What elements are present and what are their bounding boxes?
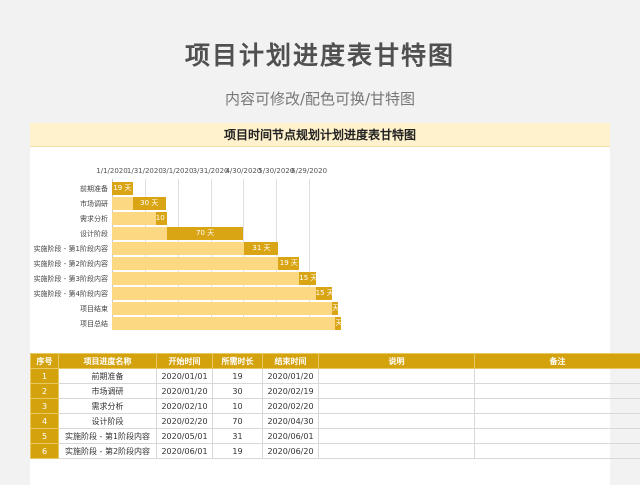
table-cell[interactable]: 19 bbox=[212, 368, 263, 384]
row-index-cell[interactable]: 6 bbox=[30, 443, 59, 459]
table-cell[interactable]: 31 bbox=[212, 428, 263, 444]
table-cell[interactable] bbox=[318, 428, 475, 444]
table-cell[interactable]: 2020/01/20 bbox=[156, 383, 213, 399]
row-index-cell[interactable]: 1 bbox=[30, 368, 59, 384]
x-tick-label: 4/30/2020 bbox=[225, 167, 262, 175]
table-cell[interactable]: 2020/06/01 bbox=[156, 443, 213, 459]
table-cell[interactable]: 市场调研 bbox=[58, 383, 157, 399]
task-label: 项目总结 bbox=[80, 319, 108, 328]
gantt-offset-bar bbox=[112, 302, 333, 315]
gantt-offset-bar bbox=[112, 272, 300, 285]
page-title: 项目计划进度表甘特图 bbox=[184, 41, 455, 70]
table-cell[interactable]: 2020/02/19 bbox=[262, 383, 319, 399]
table-cell[interactable]: 30 bbox=[212, 383, 263, 399]
table-cell[interactable]: 设计阶段 bbox=[58, 413, 157, 429]
gantt-duration-bar: 31 天 bbox=[244, 242, 279, 255]
gantt-offset-bar bbox=[112, 317, 336, 330]
table-row: 1 前期准备 2020/01/01 19 2020/01/20 bbox=[30, 368, 640, 384]
gantt-duration-bar: 天 bbox=[332, 302, 339, 315]
spreadsheet: 项目时间节点规划计划进度表甘特图 1/1/2020 1/31/2020 3/1/20… bbox=[30, 123, 640, 485]
table-row: 2 市场调研 2020/01/20 30 2020/02/19 bbox=[30, 383, 640, 399]
gantt-offset-bar bbox=[112, 197, 133, 210]
table-cell[interactable]: 70 bbox=[212, 413, 263, 429]
x-tick-label: 3/1/2020 bbox=[161, 167, 194, 175]
row-index-cell[interactable]: 5 bbox=[30, 428, 59, 444]
table-cell[interactable]: 2020/01/01 bbox=[156, 368, 213, 384]
task-label: 项目结束 bbox=[80, 304, 108, 313]
table-cell[interactable] bbox=[474, 413, 640, 429]
gantt-duration-bar: 15 天 bbox=[315, 287, 333, 300]
table-cell[interactable] bbox=[474, 398, 640, 414]
gantt-offset-bar bbox=[112, 287, 316, 300]
gantt-offset-bar bbox=[112, 257, 279, 270]
table-cell[interactable]: 实施阶段 - 第2阶段内容 bbox=[58, 443, 157, 459]
row-index-cell[interactable]: 4 bbox=[30, 413, 59, 429]
row-index-cell[interactable]: 3 bbox=[30, 398, 59, 414]
table-cell[interactable]: 前期准备 bbox=[58, 368, 157, 384]
table-cell[interactable] bbox=[474, 428, 640, 444]
task-label: 实施阶段 - 第2阶段内容 bbox=[33, 259, 108, 268]
gantt-duration-bar: 天 bbox=[335, 317, 342, 330]
table-cell[interactable] bbox=[474, 383, 640, 399]
table-cell[interactable] bbox=[318, 443, 475, 459]
schedule-table: 序号 项目进度名称 开始时间 所需时长 结束时间 说明 备注 1 前期准备 2020/01/01… bbox=[30, 353, 640, 459]
table-cell[interactable]: 2020/02/10 bbox=[156, 398, 213, 414]
table-cell[interactable] bbox=[318, 383, 475, 399]
table-cell[interactable]: 2020/06/01 bbox=[262, 428, 319, 444]
table-cell[interactable]: 2020/05/01 bbox=[156, 428, 213, 444]
table-cell[interactable] bbox=[474, 368, 640, 384]
gridline bbox=[309, 179, 311, 329]
table-cell[interactable]: 2020/02/20 bbox=[262, 398, 319, 414]
table-cell[interactable]: 2020/04/30 bbox=[262, 413, 319, 429]
table-cell[interactable] bbox=[474, 443, 640, 459]
table-header-cell: 所需时长 bbox=[212, 353, 263, 369]
table-cell[interactable]: 2020/06/20 bbox=[262, 443, 319, 459]
x-tick-label: 1/31/2020 bbox=[126, 167, 163, 175]
gantt-duration-bar: 10 天 bbox=[155, 212, 167, 225]
table-cell[interactable]: 10 bbox=[212, 398, 263, 414]
table-header-cell: 备注 bbox=[474, 353, 640, 369]
table-row: 5 实施阶段 - 第1阶段内容 2020/05/01 31 2020/06/01 bbox=[30, 428, 640, 444]
task-label: 设计阶段 bbox=[80, 229, 108, 238]
gantt-duration-bar: 19 天 bbox=[112, 182, 133, 195]
gantt-duration-bar: 19 天 bbox=[278, 257, 300, 270]
gantt-offset-bar bbox=[112, 212, 156, 225]
table-header-cell: 项目进度名称 bbox=[58, 353, 157, 369]
sheet-title: 项目时间节点规划计划进度表甘特图 bbox=[30, 123, 610, 147]
table-header-cell: 结束时间 bbox=[262, 353, 319, 369]
x-tick-label: 5/30/2020 bbox=[258, 167, 295, 175]
table-header-cell: 开始时间 bbox=[156, 353, 213, 369]
task-label: 前期准备 bbox=[80, 184, 108, 193]
gantt-chart: 1/1/2020 1/31/2020 3/1/2020 3/31/2020 4/30/2… bbox=[30, 147, 610, 343]
x-tick-label: 6/29/2020 bbox=[291, 167, 328, 175]
gantt-duration-bar: 70 天 bbox=[166, 227, 244, 240]
table-row: 4 设计阶段 2020/02/20 70 2020/04/30 bbox=[30, 413, 640, 429]
table-cell[interactable]: 2020/01/20 bbox=[262, 368, 319, 384]
table-row: 3 需求分析 2020/02/10 10 2020/02/20 bbox=[30, 398, 640, 414]
table-cell[interactable] bbox=[318, 398, 475, 414]
table-cell[interactable] bbox=[318, 413, 475, 429]
task-label: 需求分析 bbox=[80, 214, 108, 223]
gantt-offset-bar bbox=[112, 242, 245, 255]
gantt-duration-bar: 30 天 bbox=[132, 197, 166, 210]
task-label: 实施阶段 - 第1阶段内容 bbox=[33, 244, 108, 253]
gantt-duration-bar: 15 天 bbox=[299, 272, 316, 285]
page-subtitle: 内容可修改/配色可换/甘特图 bbox=[224, 90, 416, 108]
x-tick-label: 3/31/2020 bbox=[192, 167, 229, 175]
table-cell[interactable]: 实施阶段 - 第1阶段内容 bbox=[58, 428, 157, 444]
table-cell[interactable]: 需求分析 bbox=[58, 398, 157, 414]
gantt-offset-bar bbox=[112, 227, 167, 240]
task-label: 市场调研 bbox=[80, 199, 108, 208]
table-header-cell: 说明 bbox=[318, 353, 475, 369]
table-cell[interactable]: 19 bbox=[212, 443, 263, 459]
table-header-cell: 序号 bbox=[30, 353, 59, 369]
task-label: 实施阶段 - 第3阶段内容 bbox=[33, 274, 108, 283]
task-label: 实施阶段 - 第4阶段内容 bbox=[33, 289, 108, 298]
table-cell[interactable]: 2020/02/20 bbox=[156, 413, 213, 429]
row-index-cell[interactable]: 2 bbox=[30, 383, 59, 399]
table-cell[interactable] bbox=[318, 368, 475, 384]
x-tick-label: 1/1/2020 bbox=[96, 167, 128, 175]
table-row: 6 实施阶段 - 第2阶段内容 2020/06/01 19 2020/06/20 bbox=[30, 443, 640, 459]
table-header-row: 序号 项目进度名称 开始时间 所需时长 结束时间 说明 备注 bbox=[30, 353, 640, 369]
